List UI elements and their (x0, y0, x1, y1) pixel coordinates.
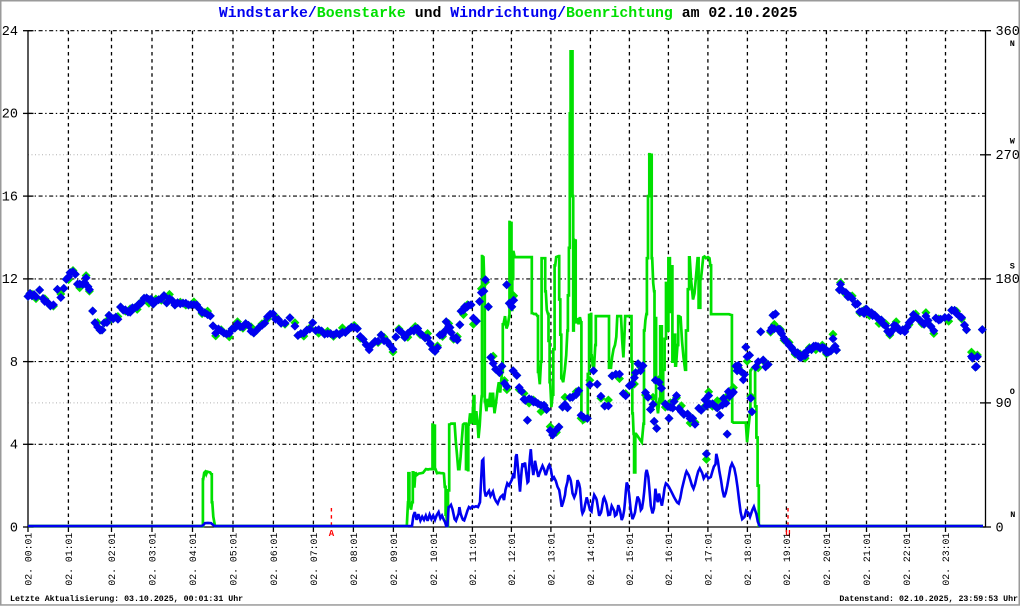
svg-text:02. 07:01: 02. 07:01 (309, 533, 320, 586)
svg-text:02. 01:01: 02. 01:01 (64, 533, 75, 586)
svg-text:02. 06:01: 02. 06:01 (269, 533, 280, 586)
svg-text:S: S (1010, 262, 1015, 272)
svg-text:Boenstarke: Boenstarke (317, 6, 406, 22)
svg-text:W: W (1010, 137, 1016, 147)
svg-text:270: 270 (996, 149, 1020, 164)
svg-text:4: 4 (10, 439, 18, 454)
svg-text:20: 20 (2, 108, 18, 123)
svg-text:N: N (1010, 510, 1015, 520)
svg-text:02. 08:01: 02. 08:01 (349, 533, 360, 586)
svg-text:02. 18:01: 02. 18:01 (743, 533, 754, 586)
svg-text:02. 00:01: 02. 00:01 (24, 533, 35, 586)
svg-text:02. 11:01: 02. 11:01 (468, 533, 479, 586)
svg-text:0: 0 (996, 521, 1004, 536)
svg-text:02. 21:01: 02. 21:01 (862, 533, 873, 586)
svg-text:16: 16 (2, 190, 18, 205)
svg-text:02. 20:01: 02. 20:01 (822, 533, 833, 586)
svg-text:02. 03:01: 02. 03:01 (148, 533, 159, 586)
svg-text:02. 17:01: 02. 17:01 (703, 533, 714, 586)
svg-text:8: 8 (10, 356, 18, 371)
svg-text:90: 90 (996, 397, 1012, 412)
svg-text:02. 19:01: 02. 19:01 (782, 533, 793, 586)
svg-text:02. 04:01: 02. 04:01 (188, 533, 199, 586)
svg-text:Letzte Aktualisierung: 03.10.2: Letzte Aktualisierung: 03.10.2025, 00:01… (10, 594, 243, 604)
svg-text:N: N (1010, 39, 1015, 49)
svg-text:360: 360 (996, 25, 1020, 40)
svg-text:und: und (415, 6, 442, 22)
svg-text:Datenstand: 02.10.2025, 23:59:: Datenstand: 02.10.2025, 23:59:53 Uhr (839, 594, 1018, 604)
svg-text:02. 10:01: 02. 10:01 (429, 533, 440, 586)
svg-text:02. 05:01: 02. 05:01 (229, 533, 240, 586)
svg-text:am 02.10.2025: am 02.10.2025 (682, 6, 798, 22)
svg-text:02. 23:01: 02. 23:01 (941, 533, 952, 586)
svg-text:180: 180 (996, 273, 1020, 288)
svg-text:U: U (785, 529, 790, 539)
svg-text:24: 24 (2, 25, 18, 40)
svg-text:0: 0 (10, 521, 18, 536)
svg-text:Windrichtung/: Windrichtung/ (450, 6, 566, 22)
svg-text:02. 15:01: 02. 15:01 (625, 533, 636, 586)
svg-text:12: 12 (2, 273, 18, 288)
svg-text:Boenrichtung: Boenrichtung (566, 6, 673, 22)
svg-text:A: A (329, 529, 335, 539)
svg-text:02. 22:01: 02. 22:01 (902, 533, 913, 586)
svg-text:Windstarke/: Windstarke/ (219, 6, 317, 22)
svg-text:02. 09:01: 02. 09:01 (389, 533, 400, 586)
svg-text:O: O (1010, 387, 1015, 397)
svg-text:02. 16:01: 02. 16:01 (664, 533, 675, 586)
svg-text:02. 14:01: 02. 14:01 (586, 533, 597, 586)
svg-text:02. 13:01: 02. 13:01 (546, 533, 557, 586)
svg-text:02. 12:01: 02. 12:01 (507, 533, 518, 586)
svg-text:02. 02:01: 02. 02:01 (107, 533, 118, 586)
